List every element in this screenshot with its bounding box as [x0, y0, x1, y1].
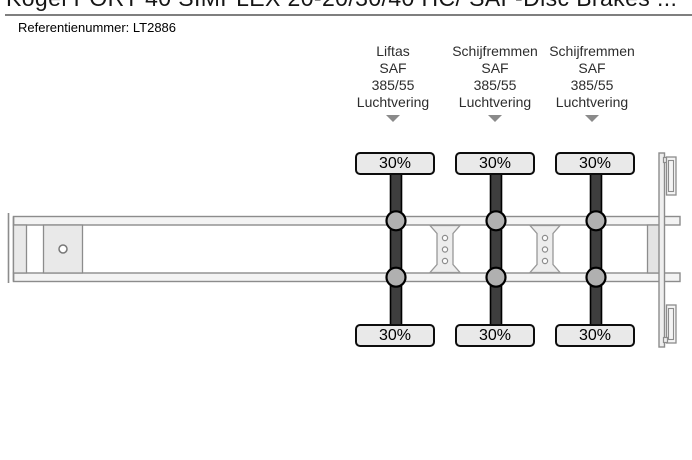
taillight-bottom-lens [667, 307, 675, 341]
title-separator-line [5, 14, 692, 16]
crossmember-1-hole [441, 234, 449, 242]
axle-1-spec-label: Liftas SAF 385/55 Luchtvering [338, 43, 448, 122]
axle-2-tread-badge-top: 30% [455, 152, 535, 175]
axle-3-type: Schijfremmen [549, 43, 635, 59]
axle-1-suspension: Luchtvering [356, 94, 430, 110]
axle-3-size: 385/55 [570, 77, 614, 93]
taillight-top-lens [667, 159, 675, 193]
axle-3-pointer-arrow-icon [585, 115, 599, 122]
axle-2-bar [489, 171, 503, 329]
axle-2-brand: SAF [481, 60, 509, 76]
axle-2-type: Schijfremmen [452, 43, 538, 59]
axle-2-tread-badge-bottom: 30% [455, 324, 535, 347]
front-crossmember-strip [12, 224, 28, 274]
axle-2-size: 385/55 [473, 77, 517, 93]
reference-number: Referentienummer: LT2886 [18, 20, 177, 35]
taillight-top [665, 156, 677, 196]
axle-1-tread-badge-top: 30% [355, 152, 435, 175]
axle-1-hub-top [385, 210, 407, 232]
axle-3-tread-badge-bottom: 30% [555, 324, 635, 347]
page-title: Kögel PORT 40 SIMPLEX 20-20/30/40 HC/ SA… [6, 0, 677, 12]
axle-1-size: 385/55 [371, 77, 415, 93]
crossmember-1-hole [441, 257, 449, 265]
taillight-bottom [665, 304, 677, 344]
rear-bumper-bar [658, 152, 666, 348]
axle-2-spec-label: Schijfremmen SAF 385/55 Luchtvering [440, 43, 550, 122]
axle-3-hub-bottom [585, 266, 607, 288]
axle-3-suspension: Luchtvering [555, 94, 629, 110]
axle-1-type: Liftas [376, 43, 410, 59]
axle-1-tread-badge-bottom: 30% [355, 324, 435, 347]
axle-3-brand: SAF [578, 60, 606, 76]
crossmember-2-hole [541, 257, 549, 265]
axle-3-tread-badge-top: 30% [555, 152, 635, 175]
axle-2-suspension: Luchtvering [458, 94, 532, 110]
axle-1-bar [389, 171, 403, 329]
axle-1-hub-bottom [385, 266, 407, 288]
crossmember-2-hole [541, 234, 549, 242]
axle-3-hub-top [585, 210, 607, 232]
axle-2-hub-top [485, 210, 507, 232]
chassis-bottom-rail [12, 272, 681, 283]
chassis-top-rail [12, 215, 681, 226]
crossmember-2-hole [541, 246, 549, 253]
axle-2-hub-bottom [485, 266, 507, 288]
taillight-bottom-bracket [662, 336, 669, 344]
kingpin [58, 244, 68, 254]
axle-1-brand: SAF [379, 60, 407, 76]
crossmember-1-hole [441, 246, 449, 253]
axle-3-bar [589, 171, 603, 329]
axle-1-pointer-arrow-icon [386, 115, 400, 122]
axle-2-pointer-arrow-icon [488, 115, 502, 122]
axle-3-spec-label: Schijfremmen SAF 385/55 Luchtvering [537, 43, 647, 122]
